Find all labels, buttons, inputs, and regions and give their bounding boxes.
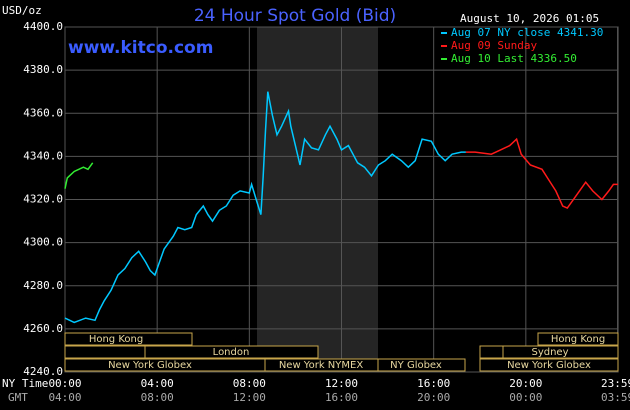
sessions: Hong Kong London New York Globex New Yor… [64, 332, 619, 372]
session-box [537, 332, 619, 346]
price-line [64, 91, 466, 324]
x-tick-label: 20:00 [509, 377, 542, 390]
session-label: London [213, 347, 250, 358]
gmt-tick-label: 03:59 [601, 391, 630, 404]
session-box [144, 345, 319, 359]
gmt-tick-label: 20:00 [417, 391, 450, 404]
chart-title: 24 Hour Spot Gold (Bid) [194, 6, 396, 26]
legend-label: Aug 10 Last 4336.50 [451, 52, 577, 65]
session-box [64, 332, 193, 346]
session-label: New York Globex [507, 360, 591, 371]
timestamp: August 10, 2026 01:05 [460, 12, 599, 25]
y-label: USD/oz [2, 4, 42, 17]
legend-label: Aug 09 Sunday [451, 39, 537, 52]
gmt-tick-label: 16:00 [325, 391, 358, 404]
x-tick-label: 08:00 [233, 377, 266, 390]
gmt-tick-label: 08:00 [141, 391, 174, 404]
y-tick-label: 4280.0 [23, 279, 63, 292]
x-tick-label: 16:00 [417, 377, 450, 390]
session-box [479, 358, 619, 372]
y-tick-label: 4380.0 [23, 63, 63, 76]
session-box [502, 345, 619, 359]
x-row-label: GMT [8, 391, 28, 404]
grid [64, 26, 619, 373]
legend-label: Aug 07 NY close 4341.30 [451, 26, 603, 39]
y-tick-label: 4260.0 [23, 322, 63, 335]
x-tick-label: 12:00 [325, 377, 358, 390]
session-label: New York Globex [108, 360, 192, 371]
gmt-tick-label: 04:00 [48, 391, 81, 404]
session-box [377, 358, 466, 372]
price-line [64, 162, 94, 189]
session-label: NY Globex [390, 360, 442, 371]
session-box [64, 345, 146, 359]
session-label: Hong Kong [89, 334, 143, 345]
y-tick-label: 4340.0 [23, 149, 63, 162]
session-label: Hong Kong [551, 334, 605, 345]
x-tick-label: 04:00 [141, 377, 174, 390]
session-label: Sydney [531, 347, 568, 358]
y-tick-label: 4300.0 [23, 236, 63, 249]
gmt-tick-label: 12:00 [233, 391, 266, 404]
lines [64, 91, 618, 324]
y-tick-label: 4320.0 [23, 193, 63, 206]
y-tick-label: 4240.0 [23, 365, 63, 378]
y-tick-label: 4400.0 [23, 20, 63, 33]
session-box [479, 345, 504, 359]
x-tick-label: 23:59 [601, 377, 630, 390]
session-label: New York NYMEX [279, 360, 364, 371]
watermark: www.kitco.com [68, 38, 213, 58]
x-row-label: NY Time [2, 377, 48, 390]
price-line [465, 137, 618, 210]
gmt-tick-label: 00:00 [509, 391, 542, 404]
x-tick-label: 00:00 [48, 377, 81, 390]
y-tick-label: 4360.0 [23, 106, 63, 119]
